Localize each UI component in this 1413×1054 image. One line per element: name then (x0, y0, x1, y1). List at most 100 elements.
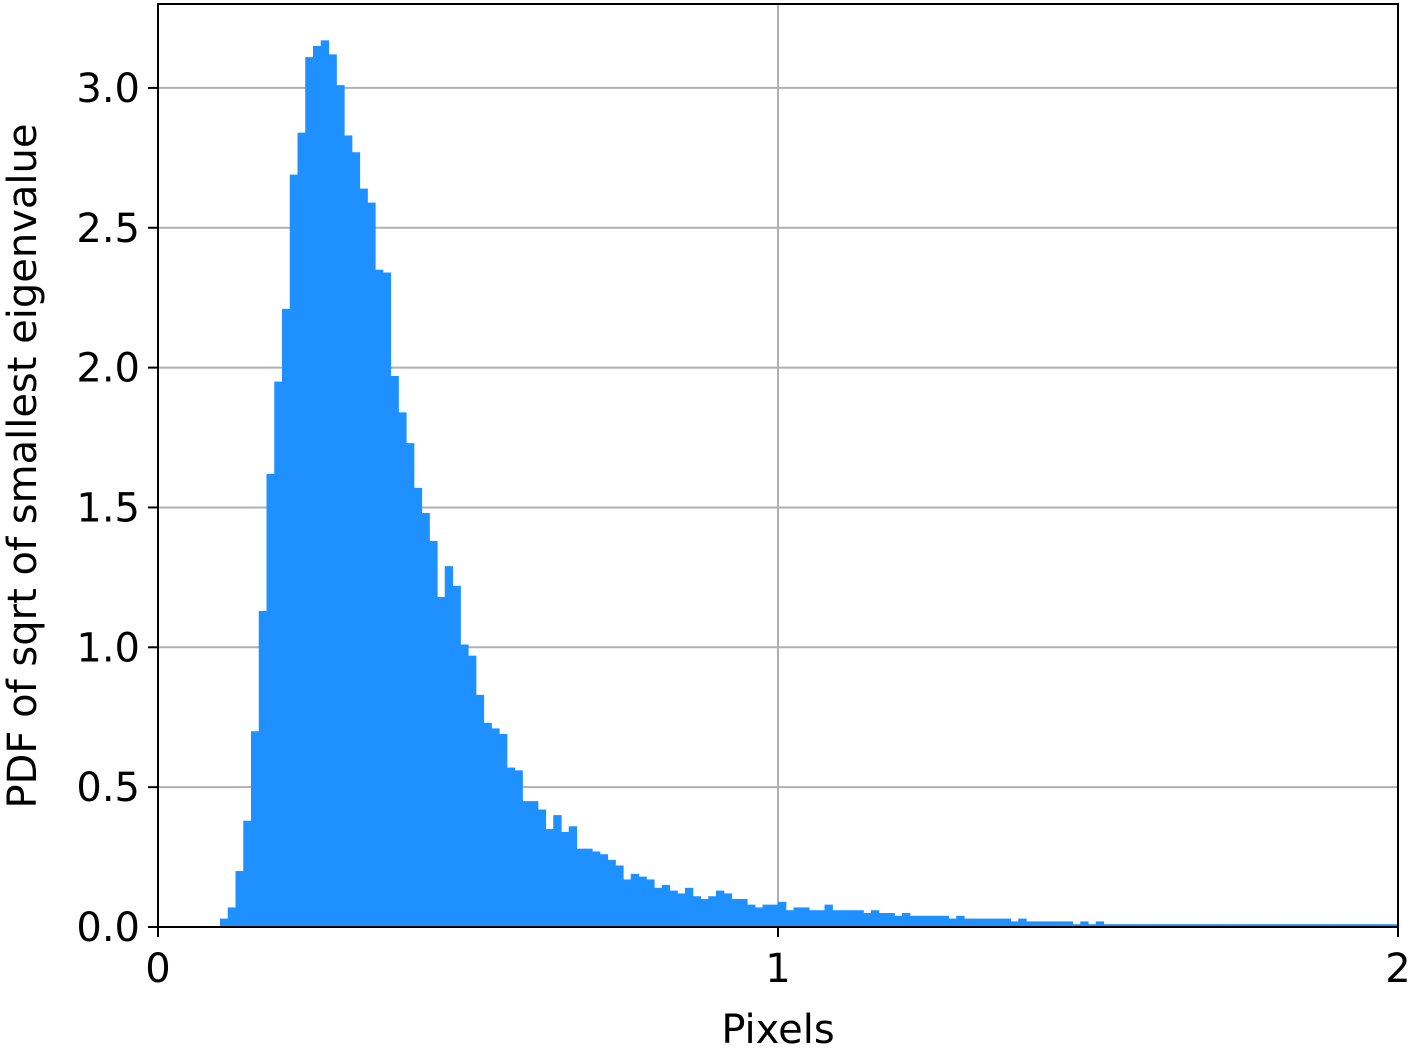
histogram-bar (1188, 924, 1198, 927)
histogram-bar (1204, 924, 1213, 927)
histogram-bar (537, 809, 547, 927)
histogram-bar (809, 910, 818, 927)
histogram-bar (855, 910, 864, 927)
histogram-bar (1390, 924, 1399, 927)
y-tick-label: 0.0 (76, 905, 140, 951)
histogram-bar (863, 913, 872, 927)
x-axis-label: Pixels (721, 1007, 834, 1053)
histogram-bar (220, 918, 229, 927)
histogram-bar (452, 585, 461, 927)
histogram-bar (731, 899, 740, 927)
histogram-bar (762, 904, 771, 927)
histogram-bar (514, 770, 523, 927)
histogram-bar (1072, 924, 1081, 927)
histogram-bar (351, 152, 361, 928)
histogram-bar (1196, 924, 1205, 927)
histogram-bar (1312, 924, 1322, 927)
histogram-bar (1103, 924, 1112, 927)
histogram-bar (770, 904, 779, 927)
histogram-bar (886, 913, 895, 927)
histogram-bar (894, 915, 903, 927)
histogram-bar (708, 896, 717, 927)
histogram-bar (801, 907, 810, 927)
histogram-bar (793, 907, 802, 927)
histogram-bar (367, 202, 376, 928)
histogram-bar (607, 859, 616, 927)
histogram-bar (1305, 924, 1314, 927)
x-tick-label: 2 (1385, 946, 1410, 992)
histogram-bar (661, 885, 671, 927)
histogram-bar (1297, 924, 1306, 927)
histogram-bar (429, 541, 438, 927)
histogram-bar (1250, 924, 1260, 927)
histogram-bar (1095, 921, 1105, 927)
histogram-bar (723, 893, 733, 927)
histogram-bar (902, 913, 911, 927)
x-tick-label: 1 (765, 946, 790, 992)
histogram-bar (1258, 924, 1267, 927)
histogram-bar (1336, 924, 1345, 927)
histogram-bar (847, 910, 857, 927)
histogram-bar (878, 913, 888, 927)
histogram-bar (909, 915, 919, 927)
histogram-bar (1057, 921, 1066, 927)
histogram-bar (785, 910, 795, 927)
histogram-bar (1002, 918, 1012, 927)
histogram-bar (964, 918, 973, 927)
histogram-bar (483, 722, 492, 927)
histogram-bar (816, 910, 826, 927)
histogram-bar (468, 655, 477, 927)
histogram-bar (871, 910, 880, 927)
histogram-bar (592, 851, 601, 927)
histogram-bar (979, 918, 988, 927)
histogram-bar (344, 135, 353, 927)
histogram-bar (545, 829, 554, 927)
histogram-bar (599, 854, 609, 927)
histogram-bar (1212, 924, 1221, 927)
histogram-bar (840, 910, 849, 927)
histogram-bar (669, 890, 678, 927)
histogram-bar (359, 188, 368, 928)
histogram-bar (266, 473, 275, 927)
histogram-bar (1165, 924, 1174, 927)
histogram-bar (297, 132, 306, 928)
histogram-bar (1328, 924, 1337, 927)
histogram-bar (1382, 924, 1391, 927)
histogram-bar (491, 728, 500, 927)
y-tick-label: 2.0 (76, 346, 140, 392)
histogram-bar (1157, 924, 1167, 927)
histogram-bar (1150, 924, 1159, 927)
histogram-bar (460, 644, 469, 927)
histogram-bar (1111, 924, 1120, 927)
histogram-bar (995, 918, 1004, 927)
histogram-bar (700, 899, 709, 927)
histogram-bar (1243, 924, 1252, 927)
histogram-bar (289, 174, 299, 927)
histogram-bar (444, 566, 454, 927)
histogram-bar (499, 734, 508, 927)
histogram-bar (1374, 924, 1384, 927)
histogram-bar (1289, 924, 1298, 927)
histogram-bar (406, 443, 415, 927)
histogram-bar (925, 915, 934, 927)
histogram-bar (568, 826, 578, 927)
histogram-bar (274, 381, 283, 927)
y-tick-label: 3.0 (76, 66, 140, 112)
histogram-bar (1026, 921, 1035, 927)
histogram-bar (235, 871, 244, 927)
histogram-bar (1134, 924, 1143, 927)
histogram-bar (1088, 924, 1097, 927)
axis-ticks: 0 1 2 0.0 0.5 1.0 1.5 2.0 2.5 3.0 (76, 66, 1410, 992)
histogram-bar (1033, 921, 1043, 927)
histogram-bar (987, 918, 996, 927)
histogram-bar (576, 848, 585, 927)
histogram-bar (1359, 924, 1368, 927)
y-tick-label: 0.5 (76, 765, 140, 811)
histogram-bar (584, 848, 593, 927)
histogram-bar (948, 918, 957, 927)
histogram-bar (561, 831, 570, 927)
histogram-bar (375, 269, 384, 927)
histogram-bar (1227, 924, 1236, 927)
y-tick-label: 1.5 (76, 485, 140, 531)
